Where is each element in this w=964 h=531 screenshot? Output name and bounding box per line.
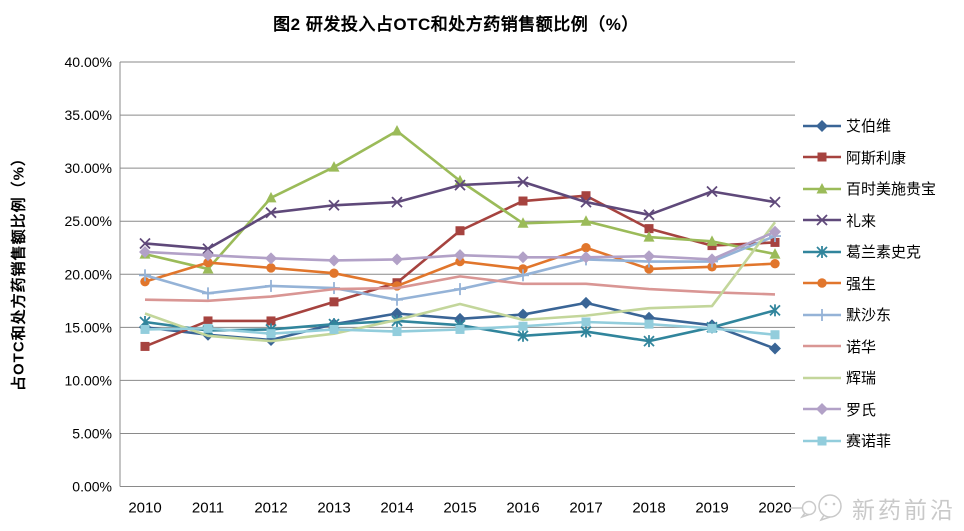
legend-marker-icon-merck <box>803 308 841 321</box>
legend-marker-icon-astrazeneca <box>803 152 841 162</box>
legend-item-lilly: 礼来 <box>803 205 936 237</box>
legend-item-novartis: 诺华 <box>803 331 936 363</box>
x-tick-label-2011: 2011 <box>192 500 224 517</box>
series-pfizer <box>144 221 777 343</box>
legend-marker-icon-abbvie <box>803 119 841 132</box>
series-roche <box>139 225 781 267</box>
legend-label-lilly: 礼来 <box>846 212 877 230</box>
legend-marker-icon-novartis <box>803 344 841 348</box>
legend-label-astrazeneca: 阿斯利康 <box>846 149 907 167</box>
series-novartis <box>144 275 776 303</box>
legend-marker-icon-lilly <box>803 214 841 226</box>
legend-item-gsk: 葛兰素史克 <box>803 236 936 268</box>
legend-label-sanofi: 赛诺菲 <box>846 433 892 451</box>
legend-item-abbvie: 艾伯维 <box>803 110 936 142</box>
legend-item-merck: 默沙东 <box>803 299 936 331</box>
series-lilly <box>139 176 781 255</box>
legend-label-novartis: 诺华 <box>846 338 877 356</box>
legend-item-jnj: 强生 <box>803 268 936 300</box>
y-tick-label-10: 10.00% <box>65 372 112 388</box>
y-tick-label-15: 15.00% <box>65 319 112 335</box>
x-tick-label-2012: 2012 <box>254 500 287 517</box>
y-tick-label-5: 5.00% <box>72 425 112 441</box>
y-tick-label-35: 35.00% <box>65 107 112 123</box>
x-tick-label-2016: 2016 <box>506 500 539 517</box>
y-tick-label-25: 25.00% <box>65 213 112 229</box>
x-tick-label-2020: 2020 <box>758 500 791 517</box>
legend-marker-icon-jnj <box>803 278 841 288</box>
chart-title: 图2 研发投入占OTC和处方药销售额比例（%） <box>273 15 639 34</box>
legend-label-bms: 百时美施贵宝 <box>846 181 937 199</box>
legend-item-astrazeneca: 阿斯利康 <box>803 142 936 174</box>
y-tick-label-0: 0.00% <box>72 479 112 495</box>
wechat-bubbles-icon <box>790 494 842 522</box>
legend-label-merck: 默沙东 <box>846 307 892 325</box>
legend-label-roche: 罗氏 <box>846 401 877 419</box>
legend-marker-icon-bms <box>803 182 841 194</box>
legend-marker-icon-gsk <box>803 245 841 258</box>
legend-marker-icon-roche <box>803 403 841 416</box>
legend: 艾伯维阿斯利康百时美施贵宝 礼来葛兰素史克强生默沙东诺华辉瑞罗氏赛诺菲 <box>803 110 936 457</box>
series-line-novartis <box>144 275 776 303</box>
x-tick-label-2018: 2018 <box>632 500 665 517</box>
x-tick-label-2015: 2015 <box>443 500 476 517</box>
x-tick-label-2013: 2013 <box>317 500 350 517</box>
legend-label-pfizer: 辉瑞 <box>846 370 877 388</box>
legend-label-abbvie: 艾伯维 <box>846 118 892 136</box>
legend-marker-icon-sanofi <box>803 436 841 446</box>
x-tick-label-2010: 2010 <box>128 500 161 517</box>
legend-label-gsk: 葛兰素史克 <box>846 244 922 262</box>
y-tick-label-20: 20.00% <box>65 266 112 282</box>
watermark-brand: 新药前沿 <box>852 497 956 523</box>
legend-marker-icon-pfizer <box>803 376 841 380</box>
legend-item-pfizer: 辉瑞 <box>803 362 936 394</box>
legend-item-roche: 罗氏 <box>803 394 936 426</box>
legend-item-sanofi: 赛诺菲 <box>803 425 936 457</box>
watermark: 新药前沿 <box>790 491 956 525</box>
series-sanofi <box>140 317 780 340</box>
legend-label-jnj: 强生 <box>846 275 877 293</box>
y-tick-label-30: 30.00% <box>65 160 112 176</box>
x-tick-label-2014: 2014 <box>380 500 413 517</box>
x-tick-label-2017: 2017 <box>569 500 602 517</box>
series-line-pfizer <box>144 221 777 343</box>
legend-item-bms: 百时美施贵宝 <box>803 173 936 205</box>
series-line-bms <box>144 129 776 271</box>
x-tick-label-2019: 2019 <box>695 500 728 517</box>
y-tick-label-40: 40.00% <box>65 54 112 70</box>
